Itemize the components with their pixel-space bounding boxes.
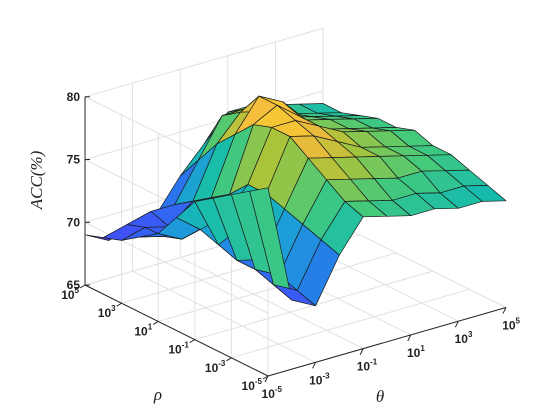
z-tick-label: 70 <box>67 215 81 229</box>
theta-tick-label: 10-3 <box>309 371 330 387</box>
rho-tick-label: 105 <box>61 286 79 302</box>
floor-gridline <box>231 288 470 359</box>
theta-tick-mark <box>454 320 459 328</box>
theta-tick-mark <box>264 375 269 383</box>
rho-tick-mark <box>226 357 232 362</box>
rho-axis-label: ρ <box>153 385 162 404</box>
rho-tick-mark <box>116 302 122 307</box>
theta-tick-label: 105 <box>502 317 520 333</box>
rho-tick-mark <box>152 320 159 325</box>
rho-tick-label: 10-5 <box>242 377 263 393</box>
rho-tick-mark <box>189 339 196 344</box>
tick-labels: 10-5 10-3 10-1 101 103 105 10-5 10-3 10-1 101 103 1… <box>61 90 520 401</box>
z-tick-label: 80 <box>67 90 81 104</box>
rho-tick-label: 103 <box>98 304 116 320</box>
back-wall-gridline <box>84 27 324 98</box>
theta-tick-mark <box>312 362 317 369</box>
floor-gridline <box>132 270 316 363</box>
surface-patch <box>463 185 507 202</box>
rho-tick-label: 101 <box>134 322 152 338</box>
z-axis-label: ACC(%) <box>27 150 46 210</box>
surface-mesh <box>84 95 507 307</box>
theta-tick-label: 101 <box>407 344 425 360</box>
floor-gridline <box>179 257 364 350</box>
theta-tick-mark <box>502 307 507 314</box>
rho-tick-label: 10-3 <box>205 359 226 375</box>
z-tick-label: 75 <box>67 153 81 167</box>
theta-axis-label: θ <box>376 387 384 406</box>
z-tick-label: 65 <box>67 278 81 292</box>
rho-tick-label: 10-1 <box>168 341 189 357</box>
theta-tick-mark <box>359 348 364 355</box>
theta-tick-label: 103 <box>455 330 473 346</box>
theta-axis-line <box>267 307 507 377</box>
rho-tick-mark <box>79 284 86 289</box>
theta-tick-mark <box>407 334 412 342</box>
theta-tick-label: 10-5 <box>262 385 283 401</box>
rho-tick-mark <box>262 375 269 380</box>
theta-tick-label: 10-1 <box>357 358 378 374</box>
rho-axis-line <box>84 284 269 377</box>
